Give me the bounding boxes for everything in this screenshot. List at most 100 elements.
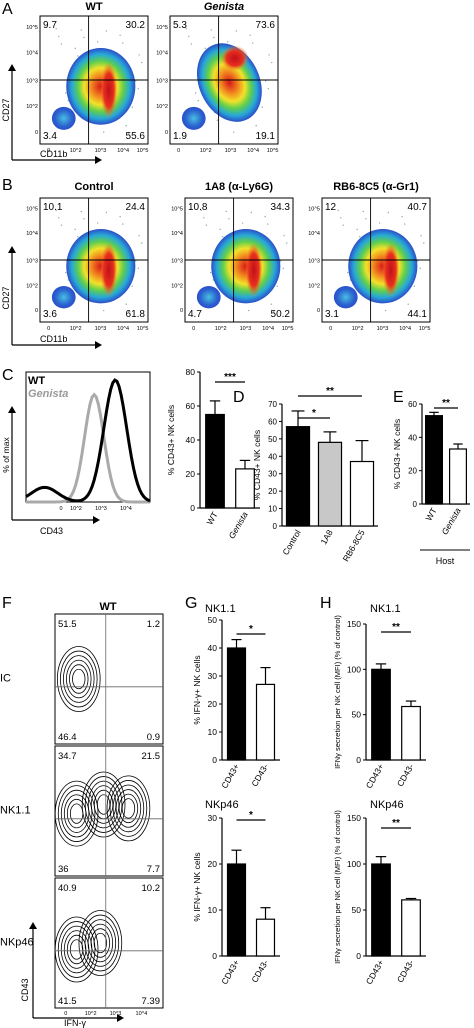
arrow-head <box>29 922 37 929</box>
y-tick-label: 60 <box>268 417 277 426</box>
tick-x: 10^5 <box>137 148 149 154</box>
significance-stars: ** <box>326 386 334 397</box>
contour-ring <box>87 780 120 829</box>
quadrant-ll: 3.4 <box>43 131 57 142</box>
event-dot <box>271 61 273 64</box>
tick-y: 10^3 <box>156 79 168 85</box>
density-plot: 10.1 24.4 3.6 61.8 0 10^2 10^3 10^4 10^5 0 10^2 10^… <box>26 197 149 332</box>
category-label: WT <box>423 506 438 522</box>
bar-1 <box>371 863 391 957</box>
contour-ring <box>118 793 139 824</box>
event-dot <box>205 224 208 226</box>
event-dot <box>210 29 212 31</box>
event-dot <box>138 54 140 56</box>
event-dot <box>213 36 215 39</box>
event-dot <box>233 131 235 133</box>
tick-x: 10^4 <box>399 326 411 332</box>
event-dot <box>119 216 121 218</box>
panel-letter: E <box>393 389 404 406</box>
event-dot <box>65 271 67 274</box>
event-dot <box>197 99 199 102</box>
tick-x: 10^3 <box>95 326 107 332</box>
event-dot <box>219 228 221 231</box>
panel-a: A WT 9.7 30.2 3.4 55.6 0 10^2 10^3 10^4 10^5 0 10^2 1… <box>1 1 279 164</box>
x-axis-label: CD11b <box>40 334 67 344</box>
y-axis-label: % CD43+ NK cells <box>166 405 176 475</box>
bar-2 <box>255 918 276 957</box>
tick-x: 10^5 <box>137 326 149 332</box>
row-label: NK1.1 <box>0 805 31 817</box>
y-tick-label: 40 <box>186 435 196 445</box>
event-dot <box>378 222 381 224</box>
bar-1 <box>425 415 444 505</box>
event-dot <box>55 209 57 212</box>
chart-title: NKp46 <box>370 799 404 811</box>
event-dot <box>273 310 275 313</box>
tick-x: 10^3 <box>377 326 389 332</box>
event-dot <box>141 242 143 244</box>
bar-2 <box>449 448 468 505</box>
contour-ring <box>81 771 126 838</box>
contour-ring <box>90 928 111 958</box>
y-tick-label: 50 <box>352 905 362 915</box>
panel-letter: H <box>320 595 332 612</box>
event-dot <box>347 271 349 274</box>
tick-x: 10^2 <box>85 1011 97 1017</box>
event-dot <box>365 218 367 220</box>
y-axis-label: CD27 <box>1 98 11 121</box>
row-label: IC <box>0 673 11 685</box>
event-dot <box>125 303 127 305</box>
event-dot <box>83 218 85 220</box>
category-label: Genista <box>226 510 249 541</box>
event-dot <box>125 124 127 127</box>
event-dot <box>225 210 227 213</box>
significance-stars: ** <box>392 818 400 829</box>
tick-x: 0 <box>59 506 62 512</box>
y-axis-label: % IFN-γ+ NK cells <box>192 852 202 921</box>
tick-x: 0 <box>192 326 195 332</box>
population-core <box>100 242 118 298</box>
tick-y: 10^2 <box>26 283 38 289</box>
tick-x: 10^3 <box>110 1011 122 1017</box>
category-label: CD43- <box>249 762 270 788</box>
tick-y: 10^4 <box>171 231 183 237</box>
event-dot <box>279 260 282 262</box>
tick-x: 10^3 <box>95 506 107 512</box>
y-tick-label: 0 <box>212 951 217 961</box>
event-dot <box>80 210 82 213</box>
significance-stars: ** <box>392 622 400 633</box>
quadrant-lr: 7.39 <box>142 996 161 1007</box>
contour-ring <box>69 664 89 694</box>
event-dot <box>185 28 187 30</box>
group-label: Host <box>436 556 455 566</box>
quadrant-ul: 40.9 <box>58 883 77 894</box>
y-tick-label: 50 <box>268 435 277 444</box>
plot-title: Genista <box>204 1 244 13</box>
contour-ring <box>84 776 123 833</box>
plot-title: WT <box>85 1 102 13</box>
bar-1 <box>226 863 247 957</box>
category-label: CD43- <box>395 958 416 984</box>
plot-title: 1A8 (α-Ly6G) <box>205 181 273 193</box>
quadrant-ur: 73.6 <box>256 20 276 31</box>
y-tick-label: 30 <box>268 470 277 479</box>
quadrant-ul: 51.5 <box>58 619 77 630</box>
series-wt-line <box>25 378 151 503</box>
panel-letter: B <box>2 177 13 194</box>
tick-x: 0 <box>47 326 50 332</box>
tick-y: 10^3 <box>171 258 183 264</box>
tick-y: 10^2 <box>171 283 183 289</box>
contour-ring <box>72 668 86 690</box>
panel-h: H NK1.1 0 50 100 150 CD43+ CD43- IFNγ secretion … <box>320 595 426 986</box>
tick-x: 10^2 <box>200 148 212 154</box>
event-dot <box>58 217 60 219</box>
y-tick-label: 20 <box>208 699 218 709</box>
plot-title: RB6-8C5 (α-Gr1) <box>333 181 419 193</box>
y-tick-label: 10 <box>208 905 218 915</box>
bar-chart: 0 10 20 30 CD43+ CD43- % IFN-γ+ NK cells <box>192 813 280 986</box>
quadrant-lr: 0.9 <box>147 732 160 743</box>
panel-d: D 0 10 20 30 40 50 60 70 Control 1A8 RB6-8C5 % CD43+… <box>233 386 378 563</box>
bar-chart: 0 10 20 30 40 50 60 70 Control 1A8 RB6-8C5 % CD43+ … <box>252 400 378 563</box>
quadrant-lr: 19.1 <box>256 131 276 142</box>
